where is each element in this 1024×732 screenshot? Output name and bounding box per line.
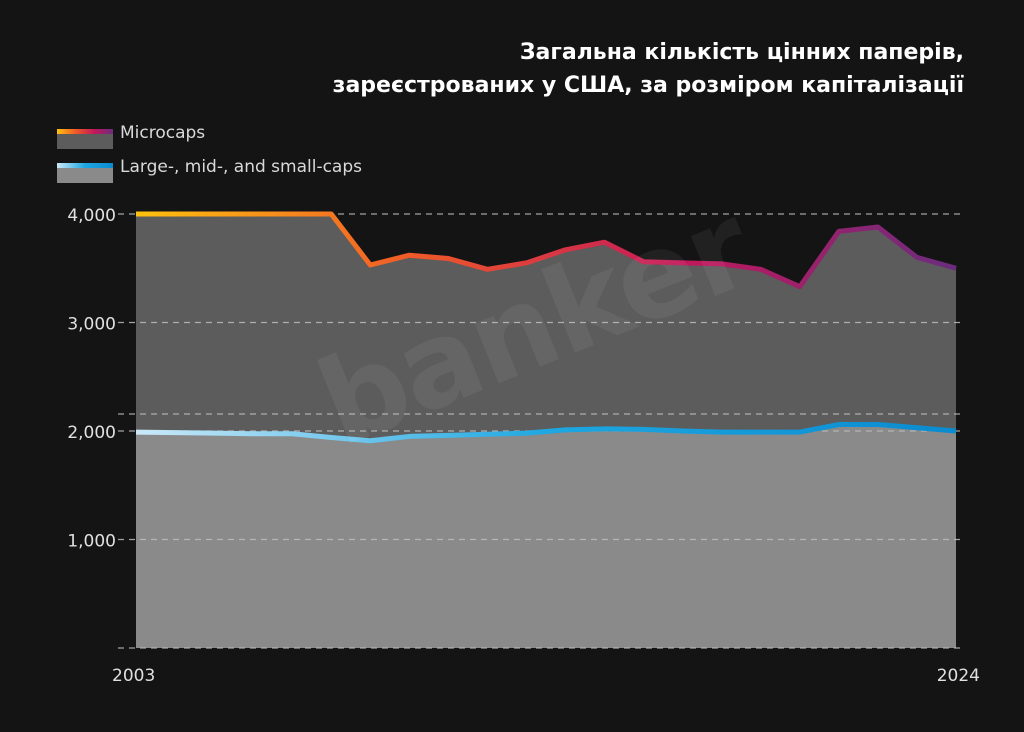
area-large-mid-small-caps <box>136 424 956 648</box>
legend-label-microcaps: Microcaps <box>120 123 206 143</box>
x-tick-label-first: 2003 <box>112 666 155 686</box>
legend-swatch-large-mid-small-caps <box>57 163 113 183</box>
x-tick-label-last: 2024 <box>937 666 980 686</box>
chart-title-line-1: Загальна кількість цінних паперів, <box>519 40 964 65</box>
legend-label-large-mid-small-caps: Large-, mid-, and small-caps <box>120 157 363 177</box>
chart-title: Загальна кількість цінних паперів, зареє… <box>164 36 964 102</box>
legend-swatch-microcaps <box>57 129 113 149</box>
y-tick-label-3000: 3,000 <box>67 315 116 335</box>
series-line-large-mid-small-caps <box>135 421 957 444</box>
y-tick-label-4000: 4,000 <box>67 206 116 226</box>
y-tick-label-2000: 2,000 <box>67 423 116 443</box>
y-tick-label-1000: 1,000 <box>67 532 116 552</box>
chart-title-line-2: зареєстрованих у США, за розміром капіта… <box>332 73 964 98</box>
series-line-microcaps <box>136 211 957 290</box>
